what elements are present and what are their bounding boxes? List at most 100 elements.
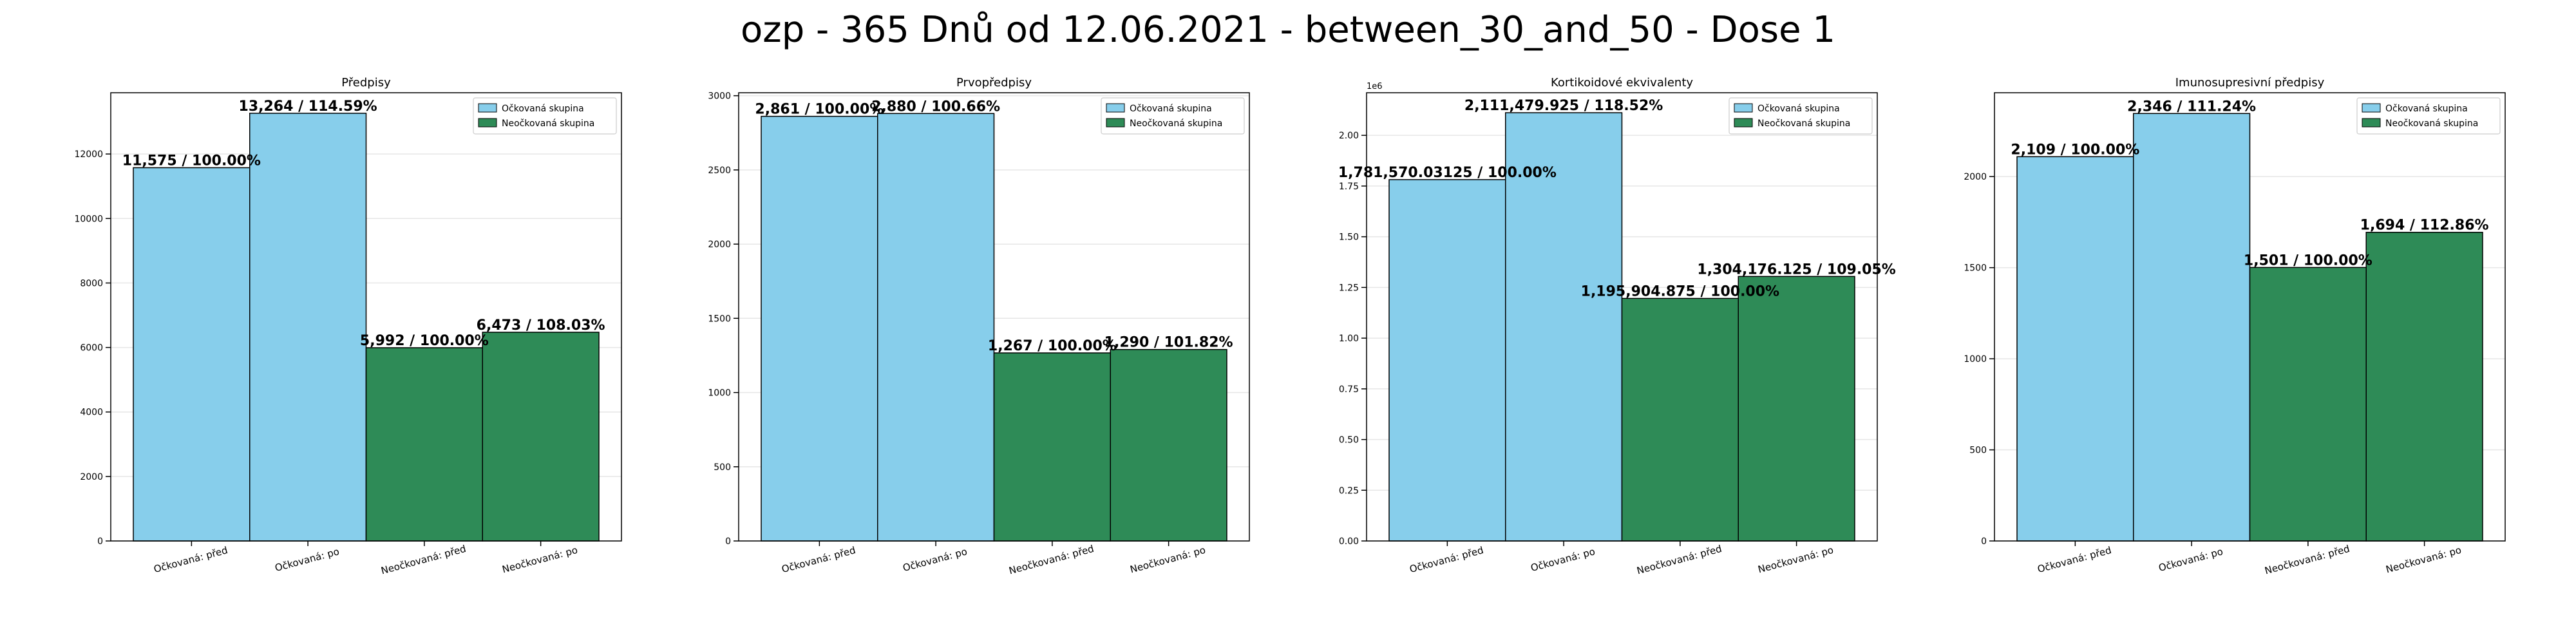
bar [877, 113, 995, 542]
bar [133, 167, 251, 542]
y-tick-label: 1.25 [1339, 283, 1359, 293]
y-tick-label: 2000 [708, 240, 731, 250]
x-tick-label: Neočkovaná: před [380, 543, 468, 577]
y-tick-label: 12000 [74, 149, 103, 160]
y-tick-label: 0.25 [1339, 486, 1359, 496]
y-tick-label: 10000 [74, 214, 103, 224]
chart-title: Předpisy [341, 76, 391, 90]
bar [993, 352, 1111, 542]
legend-label: Očkovaná skupina [1130, 104, 1212, 114]
y-tick-label: 1.00 [1339, 334, 1359, 344]
x-tick-label: Neočkovaná: po [501, 544, 579, 576]
legend-swatch [1106, 103, 1125, 113]
bar [761, 115, 878, 542]
chart-panel-4: 2,109 / 100.00% 2,346 / 111.24% 1,501 / 10… [1964, 76, 2506, 577]
bar-value-label: 1,781,570.03125 / 100.00% [1338, 165, 1557, 181]
x-tick-label: Očkovaná: před [2036, 544, 2113, 575]
y-tick-label: 2.00 [1339, 131, 1359, 141]
y-tick-label: 8000 [80, 278, 103, 289]
y-tick-label: 2500 [708, 166, 731, 176]
chart-title: Imunosupresivní předpisy [2175, 76, 2325, 90]
bar [2365, 231, 2483, 542]
bar [482, 332, 600, 542]
figure-title: ozp - 365 Dnů od 12.06.2021 - between_30… [741, 9, 1835, 51]
y-tick-label: 1.50 [1339, 232, 1359, 243]
y-tick-label: 2000 [1964, 172, 1987, 182]
y-tick-label: 0.50 [1339, 435, 1359, 446]
legend-swatch [2362, 103, 2381, 113]
legend-label: Neočkovaná skupina [1130, 118, 1222, 129]
y-tick-label: 3000 [708, 91, 731, 102]
legend-label: Očkovaná skupina [1757, 104, 1840, 114]
axes-frame [1366, 92, 1878, 542]
legend-box [1101, 97, 1245, 135]
bar-value-label: 2,346 / 111.24% [2127, 99, 2256, 115]
y-tick-label: 0.75 [1339, 384, 1359, 395]
legend-box [2356, 97, 2501, 135]
legend: Očkovaná skupina Neočkovaná skupina [1728, 97, 1873, 135]
y-tick-label: 500 [1969, 446, 1987, 456]
y-offset-text: 1e6 [1367, 82, 1383, 91]
bar-value-label: 1,290 / 101.82% [1104, 335, 1233, 351]
x-tick-label: Očkovaná: po [902, 545, 969, 574]
y-tick-label: 1.75 [1339, 182, 1359, 192]
legend-box [473, 97, 617, 135]
legend-swatch [478, 103, 497, 113]
bar [1621, 298, 1739, 542]
chart-panel-3: 1,781,570.03125 / 100.00% 2,111,479.925 /… [1338, 76, 1896, 576]
x-tick-label: Neočkovaná: po [1129, 544, 1207, 576]
bar [1110, 348, 1227, 542]
legend-box [1728, 97, 1873, 135]
legend-swatch [1734, 103, 1753, 113]
y-tick-label: 0 [97, 536, 103, 547]
bar-value-label: 5,992 / 100.00% [360, 333, 489, 349]
y-tick-label: 1500 [708, 314, 731, 324]
bar [2133, 113, 2251, 542]
legend-swatch [478, 118, 497, 128]
y-tick-label: 4000 [80, 408, 103, 418]
y-tick-label: 0.00 [1339, 536, 1359, 547]
x-tick-label: Neočkovaná: před [2264, 543, 2351, 577]
bar-value-label: 1,267 / 100.00% [988, 338, 1117, 354]
bar-value-label: 1,501 / 100.00% [2244, 252, 2372, 269]
bar-value-label: 2,109 / 100.00% [2011, 142, 2139, 158]
x-tick-label: Neočkovaná: před [1636, 543, 1723, 577]
legend-label: Neočkovaná skupina [502, 118, 594, 129]
axes-frame [110, 92, 622, 542]
x-tick-label: Neočkovaná: po [1757, 544, 1835, 576]
legend-label: Neočkovaná skupina [1757, 118, 1850, 129]
y-tick-label: 6000 [80, 343, 103, 354]
bar [2249, 267, 2367, 542]
legend-swatch [2362, 118, 2381, 128]
bar-value-label: 1,694 / 112.86% [2360, 218, 2489, 234]
x-tick-label: Očkovaná: po [274, 545, 341, 574]
legend-label: Očkovaná skupina [2385, 104, 2468, 114]
bar-value-label: 6,473 / 108.03% [477, 317, 605, 334]
chart-title: Prvopředpisy [956, 76, 1032, 90]
bar [365, 347, 483, 542]
bar-value-label: 2,861 / 100.00% [755, 102, 884, 118]
axes-frame [738, 92, 1250, 542]
y-tick-label: 2000 [80, 472, 103, 482]
bar-value-label: 1,304,176.125 / 109.05% [1697, 261, 1895, 278]
x-tick-label: Očkovaná: před [1408, 544, 1485, 575]
chart-panel-1: 11,575 / 100.00% 13,264 / 114.59% 5,992 / … [74, 76, 622, 577]
bar-value-label: 2,880 / 100.66% [871, 99, 1000, 115]
legend-swatch [1106, 118, 1125, 128]
x-tick-label: Očkovaná: před [153, 544, 229, 575]
bar [2016, 156, 2134, 542]
x-tick-label: Očkovaná: po [2157, 545, 2224, 574]
legend-swatch [1734, 118, 1753, 128]
y-tick-label: 1000 [708, 388, 731, 399]
bar [1505, 112, 1623, 542]
bar-value-label: 2,111,479.925 / 118.52% [1464, 98, 1663, 114]
x-tick-label: Očkovaná: před [781, 544, 857, 575]
axes-frame [1994, 92, 2506, 542]
bar [249, 113, 367, 542]
y-tick-label: 0 [725, 536, 731, 547]
chart-title: Kortikoidové ekvivalenty [1551, 76, 1693, 90]
x-tick-label: Neočkovaná: před [1008, 543, 1095, 577]
legend: Očkovaná skupina Neočkovaná skupina [473, 97, 617, 135]
y-tick-label: 1500 [1964, 263, 1987, 274]
y-tick-label: 500 [714, 462, 731, 473]
